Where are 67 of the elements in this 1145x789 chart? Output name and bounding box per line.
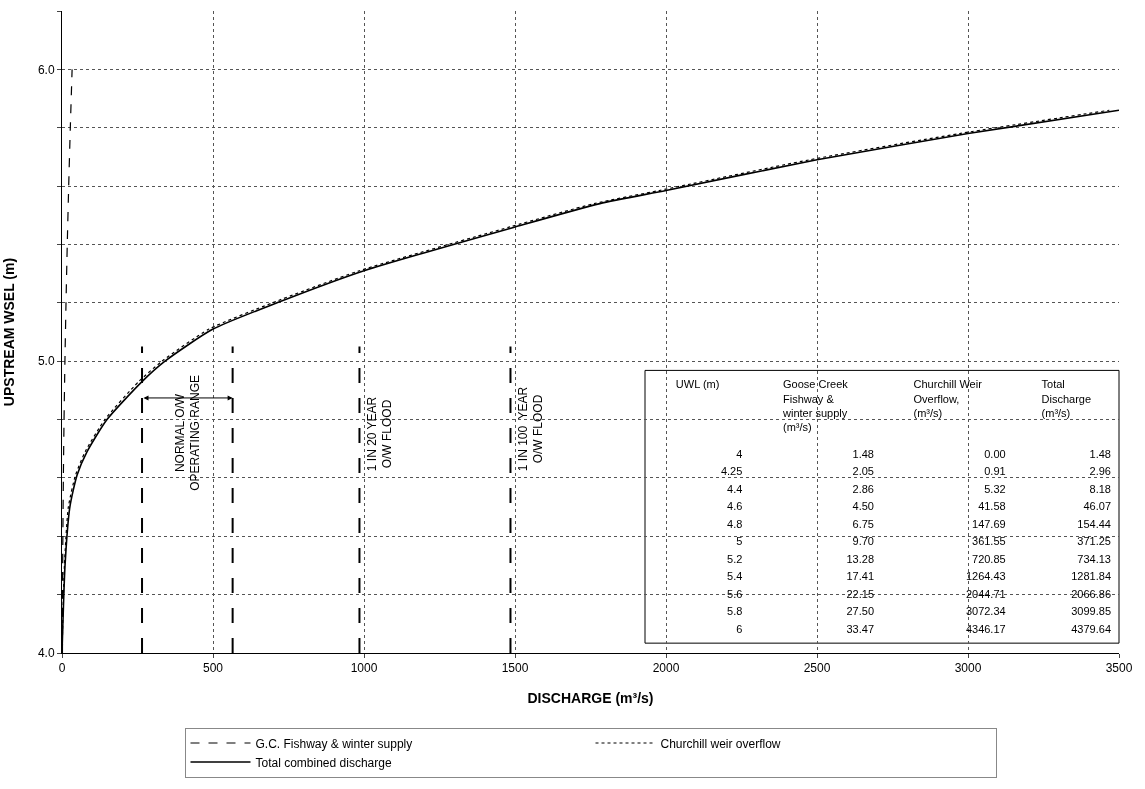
y-tick-label: 4 xyxy=(736,447,743,460)
y-axis-title: UWL (m) xyxy=(675,378,720,391)
x-tick-label: 3500 xyxy=(1105,661,1133,676)
data-label: 5.32 xyxy=(984,482,1006,495)
data-label: 371.25 xyxy=(1077,535,1111,548)
x-tick-label: Churchill Weir Overflow, (m³/s) xyxy=(913,378,983,419)
y-tick-label: 4.8 xyxy=(727,517,743,530)
data-label: 2044.71 xyxy=(965,587,1006,600)
data-label: 154.44 xyxy=(1077,517,1111,530)
data-label: 734.13 xyxy=(1077,552,1111,565)
x-tick-label: 3000 xyxy=(954,661,982,676)
data-label: 13.28 xyxy=(846,552,874,565)
y-tick-label: 4.25 xyxy=(720,465,743,478)
data-label: 2066.86 xyxy=(1071,587,1111,600)
x-tick-label: 1000 xyxy=(350,661,378,676)
ref-line-label: 1 IN 100 YEAR O/W FLOOD xyxy=(515,386,546,472)
data-label: 4.50 xyxy=(852,500,874,513)
x-axis-title: DISCHARGE (m³/s) xyxy=(527,689,654,706)
legend-label: Total combined discharge xyxy=(255,755,392,770)
annotation: NORMAL O/W OPERATING RANGE xyxy=(172,375,203,491)
data-label: 2.96 xyxy=(1089,465,1111,478)
y-tick-label: 4.4 xyxy=(727,482,743,495)
x-tick-label: 2500 xyxy=(803,661,831,676)
data-label: 361.55 xyxy=(972,535,1006,548)
x-tick-label: 0 xyxy=(58,661,66,676)
data-label: 33.47 xyxy=(846,622,874,635)
data-label: 9.70 xyxy=(852,535,874,548)
y-tick-label: 4.6 xyxy=(727,500,743,513)
data-label: 1.48 xyxy=(1089,447,1111,460)
data-label: 720.85 xyxy=(972,552,1006,565)
data-label: 22.15 xyxy=(846,587,874,600)
y-tick-label: 5.4 xyxy=(727,570,743,583)
x-tick-label: 1500 xyxy=(501,661,529,676)
y-tick-label: 5.8 xyxy=(727,605,743,618)
data-label: 2.05 xyxy=(852,465,874,478)
x-tick-label: Goose Creek Fishway & winter supply (m³/s) xyxy=(782,378,849,434)
y-axis-title: UPSTREAM WSEL (m) xyxy=(0,257,17,407)
data-label: 0.91 xyxy=(984,465,1006,478)
legend-label: Churchill weir overflow xyxy=(660,736,781,751)
y-tick-label: 5.2 xyxy=(727,552,743,565)
data-label: 1264.43 xyxy=(965,570,1006,583)
data-label: 46.07 xyxy=(1083,500,1111,513)
data-label: 1.48 xyxy=(852,447,874,460)
data-label: 27.50 xyxy=(846,605,874,618)
data-label: 41.58 xyxy=(978,500,1006,513)
x-tick-label: 500 xyxy=(202,661,224,676)
y-tick-label: 5.6 xyxy=(727,587,743,600)
data-label: 147.69 xyxy=(972,517,1006,530)
x-tick-label: 2000 xyxy=(652,661,680,676)
data-label: 3072.34 xyxy=(965,605,1006,618)
data-label: 4379.64 xyxy=(1071,622,1111,635)
data-label: 6.75 xyxy=(852,517,874,530)
y-tick-label: 5 xyxy=(736,535,743,548)
legend-label: G.C. Fishway & winter supply xyxy=(255,736,413,751)
y-tick-label: 6 xyxy=(736,622,743,635)
data-label: 3099.85 xyxy=(1071,605,1111,618)
data-label: 8.18 xyxy=(1089,482,1111,495)
data-label: 1281.84 xyxy=(1071,570,1111,583)
data-label: 4346.17 xyxy=(965,622,1006,635)
data-label: 17.41 xyxy=(846,570,874,583)
y-tick-label: 4.0 xyxy=(37,646,55,661)
data-label: 2.86 xyxy=(852,482,874,495)
x-tick-label: Total Discharge (m³/s) xyxy=(1041,378,1092,419)
ref-line-label: 1 IN 20 YEAR O/W FLOOD xyxy=(364,396,395,472)
data-label: 0.00 xyxy=(984,447,1006,460)
y-tick-label: 6.0 xyxy=(37,62,55,77)
y-tick-label: 5.0 xyxy=(37,354,55,369)
